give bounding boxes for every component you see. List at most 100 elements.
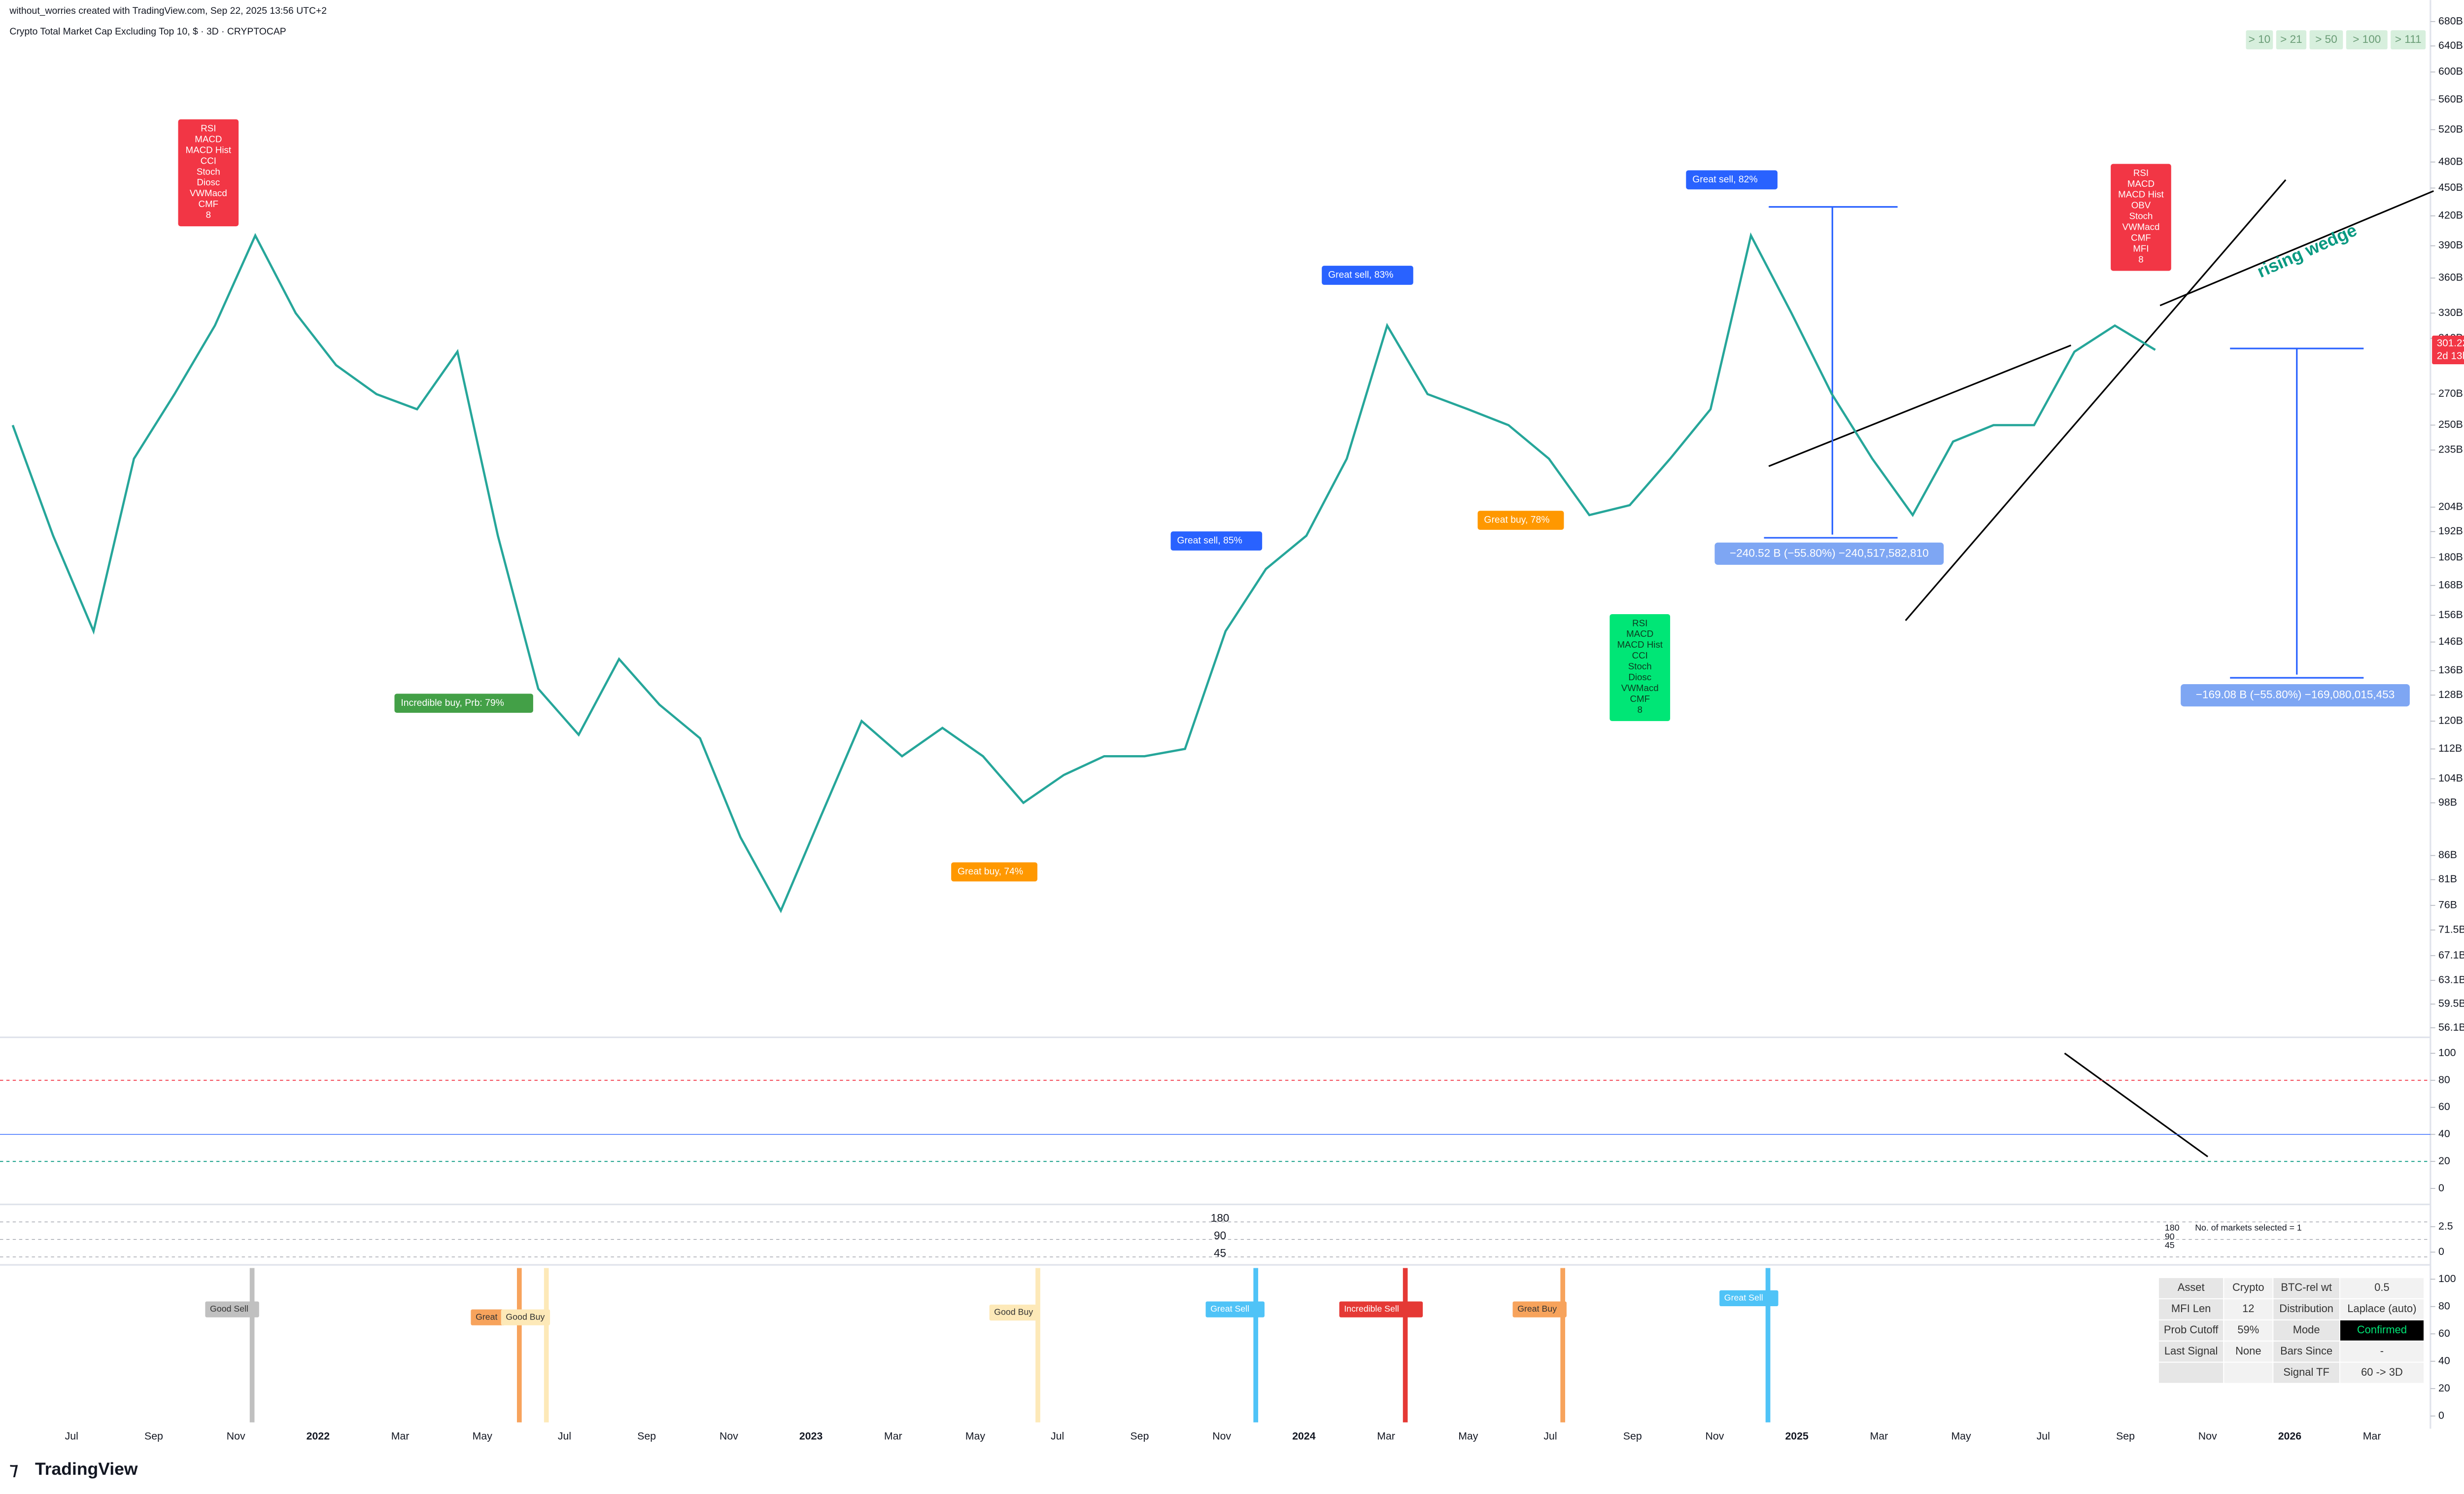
indicator-list-box — [178, 119, 239, 227]
indicator-list-item: MACD — [1626, 628, 1653, 639]
filter-button[interactable] — [2246, 30, 2273, 50]
y-tick-label: 98B — [2438, 796, 2457, 808]
y-tick-label: 100 — [2438, 1273, 2456, 1285]
filter-button-label[interactable]: > 111 — [2395, 33, 2422, 45]
signal-label-box — [1477, 511, 1564, 530]
y-tick-label: 330B — [2438, 307, 2463, 318]
table-cell — [2223, 1319, 2274, 1342]
countdown: 2d 13h — [2437, 350, 2464, 361]
y-tick-label: 120B — [2438, 715, 2463, 727]
signal-label-box — [1322, 266, 1413, 285]
signal-bar — [249, 1268, 255, 1423]
y-tick-label: 270B — [2438, 387, 2463, 399]
market-level-label: 45 — [2165, 1240, 2175, 1250]
indicator-list-item: MACD Hist — [2118, 189, 2164, 200]
y-tick-label: 80 — [2438, 1300, 2450, 1312]
signal-bar — [1560, 1268, 1566, 1423]
indicator-list-box — [2111, 164, 2171, 271]
y-tick-label: 0 — [2438, 1182, 2444, 1194]
market-level-label: 90 — [1214, 1229, 1226, 1242]
signal-tag-box — [471, 1309, 505, 1325]
x-tick-label: Nov — [1212, 1430, 1231, 1442]
table-cell-text: BTC-rel wt — [2281, 1281, 2332, 1293]
filter-button[interactable] — [2309, 30, 2343, 50]
measure-label-box — [2181, 684, 2410, 707]
table-cell-text: Confirmed — [2357, 1323, 2407, 1336]
signal-tag-box — [501, 1309, 550, 1325]
y-tick-label: 40 — [2438, 1355, 2450, 1366]
table-cell — [2272, 1319, 2340, 1342]
table-cell — [2339, 1277, 2425, 1299]
table-cell-text: MFI Len — [2171, 1302, 2211, 1315]
signal-tag: Great — [476, 1312, 497, 1321]
x-tick-label: Jul — [558, 1430, 571, 1442]
x-tick-label: Nov — [2198, 1430, 2217, 1442]
filter-button-label[interactable]: > 100 — [2353, 33, 2381, 45]
wedge-line — [1905, 179, 2287, 621]
y-tick-label: 0 — [2438, 1246, 2444, 1257]
market-level-label: 180 — [2165, 1223, 2180, 1233]
filter-button[interactable] — [2346, 30, 2388, 50]
indicator-list-item: RSI — [1632, 618, 1647, 628]
indicator-list-item: MFI — [2133, 243, 2149, 253]
indicator-list-item: OBV — [2131, 200, 2151, 210]
signal-tag-box — [205, 1301, 259, 1318]
x-tick-label: Jul — [65, 1430, 78, 1442]
table-cell — [2339, 1340, 2425, 1363]
x-tick-label: Sep — [637, 1430, 656, 1442]
filter-button[interactable] — [2276, 30, 2307, 50]
y-tick-label: 192B — [2438, 525, 2463, 537]
y-tick-label: 360B — [2438, 272, 2463, 283]
indicator-list-item: Diosc — [1628, 672, 1651, 682]
y-tick-label: 81B — [2438, 873, 2457, 885]
measure-label-box — [1714, 542, 1944, 565]
x-tick-label: May — [1951, 1430, 1971, 1442]
signal-bar — [1035, 1268, 1040, 1423]
y-tick-label: 168B — [2438, 579, 2463, 591]
table-cell-text: 59% — [2237, 1323, 2259, 1336]
y-tick-label: 146B — [2438, 635, 2463, 647]
market-note: No. of markets selected = 1 — [2195, 1223, 2302, 1233]
filter-button-label[interactable]: > 10 — [2249, 33, 2271, 45]
market-level-label: 90 — [2165, 1231, 2175, 1241]
filter-button-label[interactable]: > 50 — [2315, 33, 2337, 45]
x-tick-label: Jul — [1051, 1430, 1064, 1442]
indicator-list-item: CCI — [201, 155, 216, 166]
y-tick-label: 136B — [2438, 664, 2463, 676]
x-tick-label: 2026 — [2278, 1430, 2302, 1442]
signal-tag-box — [1719, 1290, 1779, 1307]
indicator-list-item: CMF — [199, 199, 219, 209]
measure-label: −169.08 B (−55.80%) −169,080,015,453 — [2196, 689, 2395, 701]
filter-button[interactable] — [2391, 30, 2426, 50]
signal-tag-box — [1512, 1301, 1567, 1318]
y-tick-label: 180B — [2438, 551, 2463, 563]
filter-button-label[interactable]: > 21 — [2280, 33, 2302, 45]
table-cell-text: Prob Cutoff — [2164, 1323, 2219, 1336]
y-tick-label: 63.1B — [2438, 974, 2464, 986]
table-cell — [2339, 1361, 2425, 1384]
table-cell-text: Asset — [2178, 1281, 2205, 1293]
table-cell — [2223, 1298, 2274, 1320]
indicator-list-item: CMF — [2131, 233, 2151, 243]
signal-tag-box — [1205, 1301, 1265, 1318]
x-tick-label: May — [1458, 1430, 1478, 1442]
signal-label-box — [1170, 531, 1263, 551]
x-tick-label: Nov — [719, 1430, 738, 1442]
table-cell — [2223, 1361, 2274, 1384]
indicator-list-item: CMF — [1630, 694, 1650, 704]
signal-label-box — [394, 694, 533, 713]
table-cell-text: 12 — [2242, 1302, 2254, 1315]
table-cell — [2339, 1298, 2425, 1320]
y-tick-label: 20 — [2438, 1382, 2450, 1394]
indicator-list-item: 8 — [2138, 254, 2143, 264]
indicator-list-item: Stoch — [2129, 211, 2153, 221]
x-tick-label: Nov — [1706, 1430, 1724, 1442]
signal-label: Great sell, 82% — [1692, 174, 1757, 185]
signal-label-box — [1686, 170, 1778, 190]
table-cell — [2157, 1340, 2224, 1363]
table-cell-text: Signal TF — [2283, 1366, 2329, 1378]
x-tick-label: Sep — [2116, 1430, 2135, 1442]
x-tick-label: Mar — [1870, 1430, 1888, 1442]
